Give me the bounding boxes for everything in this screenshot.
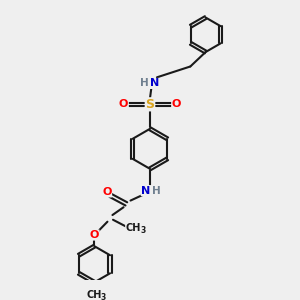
- Text: O: O: [90, 230, 99, 240]
- Text: H: H: [152, 185, 161, 196]
- Text: 3: 3: [101, 292, 106, 300]
- Text: N: N: [141, 185, 151, 196]
- Text: CH: CH: [87, 290, 102, 300]
- Text: O: O: [172, 99, 181, 109]
- Text: O: O: [119, 99, 128, 109]
- Text: 3: 3: [141, 226, 146, 235]
- Text: O: O: [102, 187, 112, 197]
- Text: H: H: [140, 78, 148, 88]
- Text: N: N: [149, 78, 159, 88]
- Text: CH: CH: [126, 223, 141, 233]
- Text: S: S: [146, 98, 154, 111]
